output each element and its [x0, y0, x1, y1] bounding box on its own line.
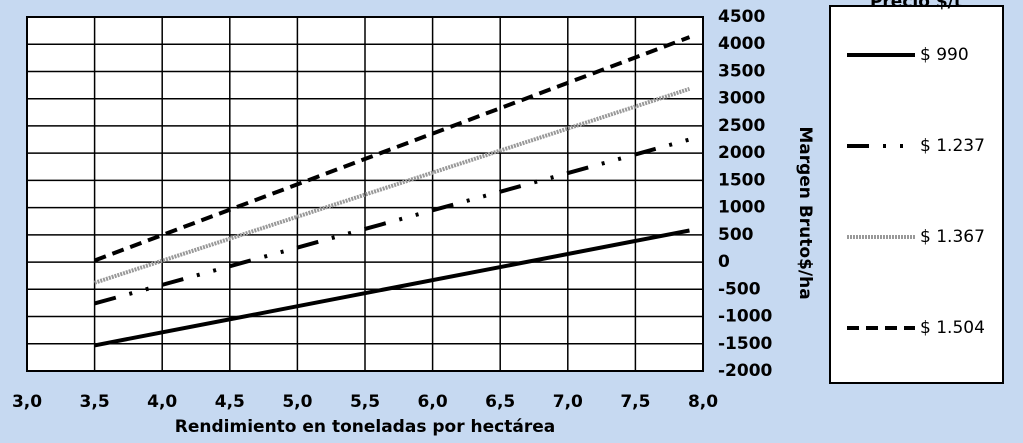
x-tick-label: 5,0 [282, 392, 312, 412]
y-tick-label: -500 [718, 279, 761, 299]
x-tick-label: 4,5 [215, 392, 245, 412]
series-line [94, 228, 690, 348]
y-tick-label: 4500 [718, 7, 765, 27]
x-tick-label: 3,0 [12, 392, 42, 412]
x-tick-label: 6,5 [485, 392, 515, 412]
legend-label: $ 1.237 [920, 136, 985, 156]
y-tick-label: 4000 [718, 34, 765, 54]
y-axis-label: Margen Bruto$/ha [795, 126, 815, 299]
x-tick-label: 7,5 [620, 392, 650, 412]
x-tick-label: 7,0 [553, 392, 583, 412]
legend-label: $ 1.504 [920, 318, 985, 338]
series-line [93, 86, 691, 285]
y-tick-label: -1000 [718, 307, 773, 327]
y-tick-label: 1500 [718, 170, 765, 190]
y-tick-label: 2000 [718, 143, 765, 163]
legend-label: $ 1.367 [920, 227, 985, 247]
y-tick-label: 3000 [718, 89, 765, 109]
y-tick-label: -2000 [718, 361, 773, 381]
plot-border [26, 16, 704, 372]
y-tick-label: 1000 [718, 198, 765, 218]
y-tick-label: 0 [718, 252, 730, 272]
y-tick-label: 3500 [718, 61, 765, 81]
x-tick-label: 6,0 [418, 392, 448, 412]
x-tick-label: 8,0 [688, 392, 718, 412]
y-tick-label: 500 [718, 225, 754, 245]
legend-title: Precio $/t [870, 0, 962, 12]
y-tick-label: -1500 [718, 334, 773, 354]
series-line [93, 35, 691, 263]
x-axis-label: Rendimiento en toneladas por hectárea [175, 417, 555, 437]
legend-label: $ 990 [920, 45, 969, 65]
y-tick-label: 2500 [718, 116, 765, 136]
legend-box [829, 5, 1004, 384]
x-tick-label: 3,5 [80, 392, 110, 412]
x-tick-label: 5,5 [350, 392, 380, 412]
x-tick-label: 4,0 [147, 392, 177, 412]
